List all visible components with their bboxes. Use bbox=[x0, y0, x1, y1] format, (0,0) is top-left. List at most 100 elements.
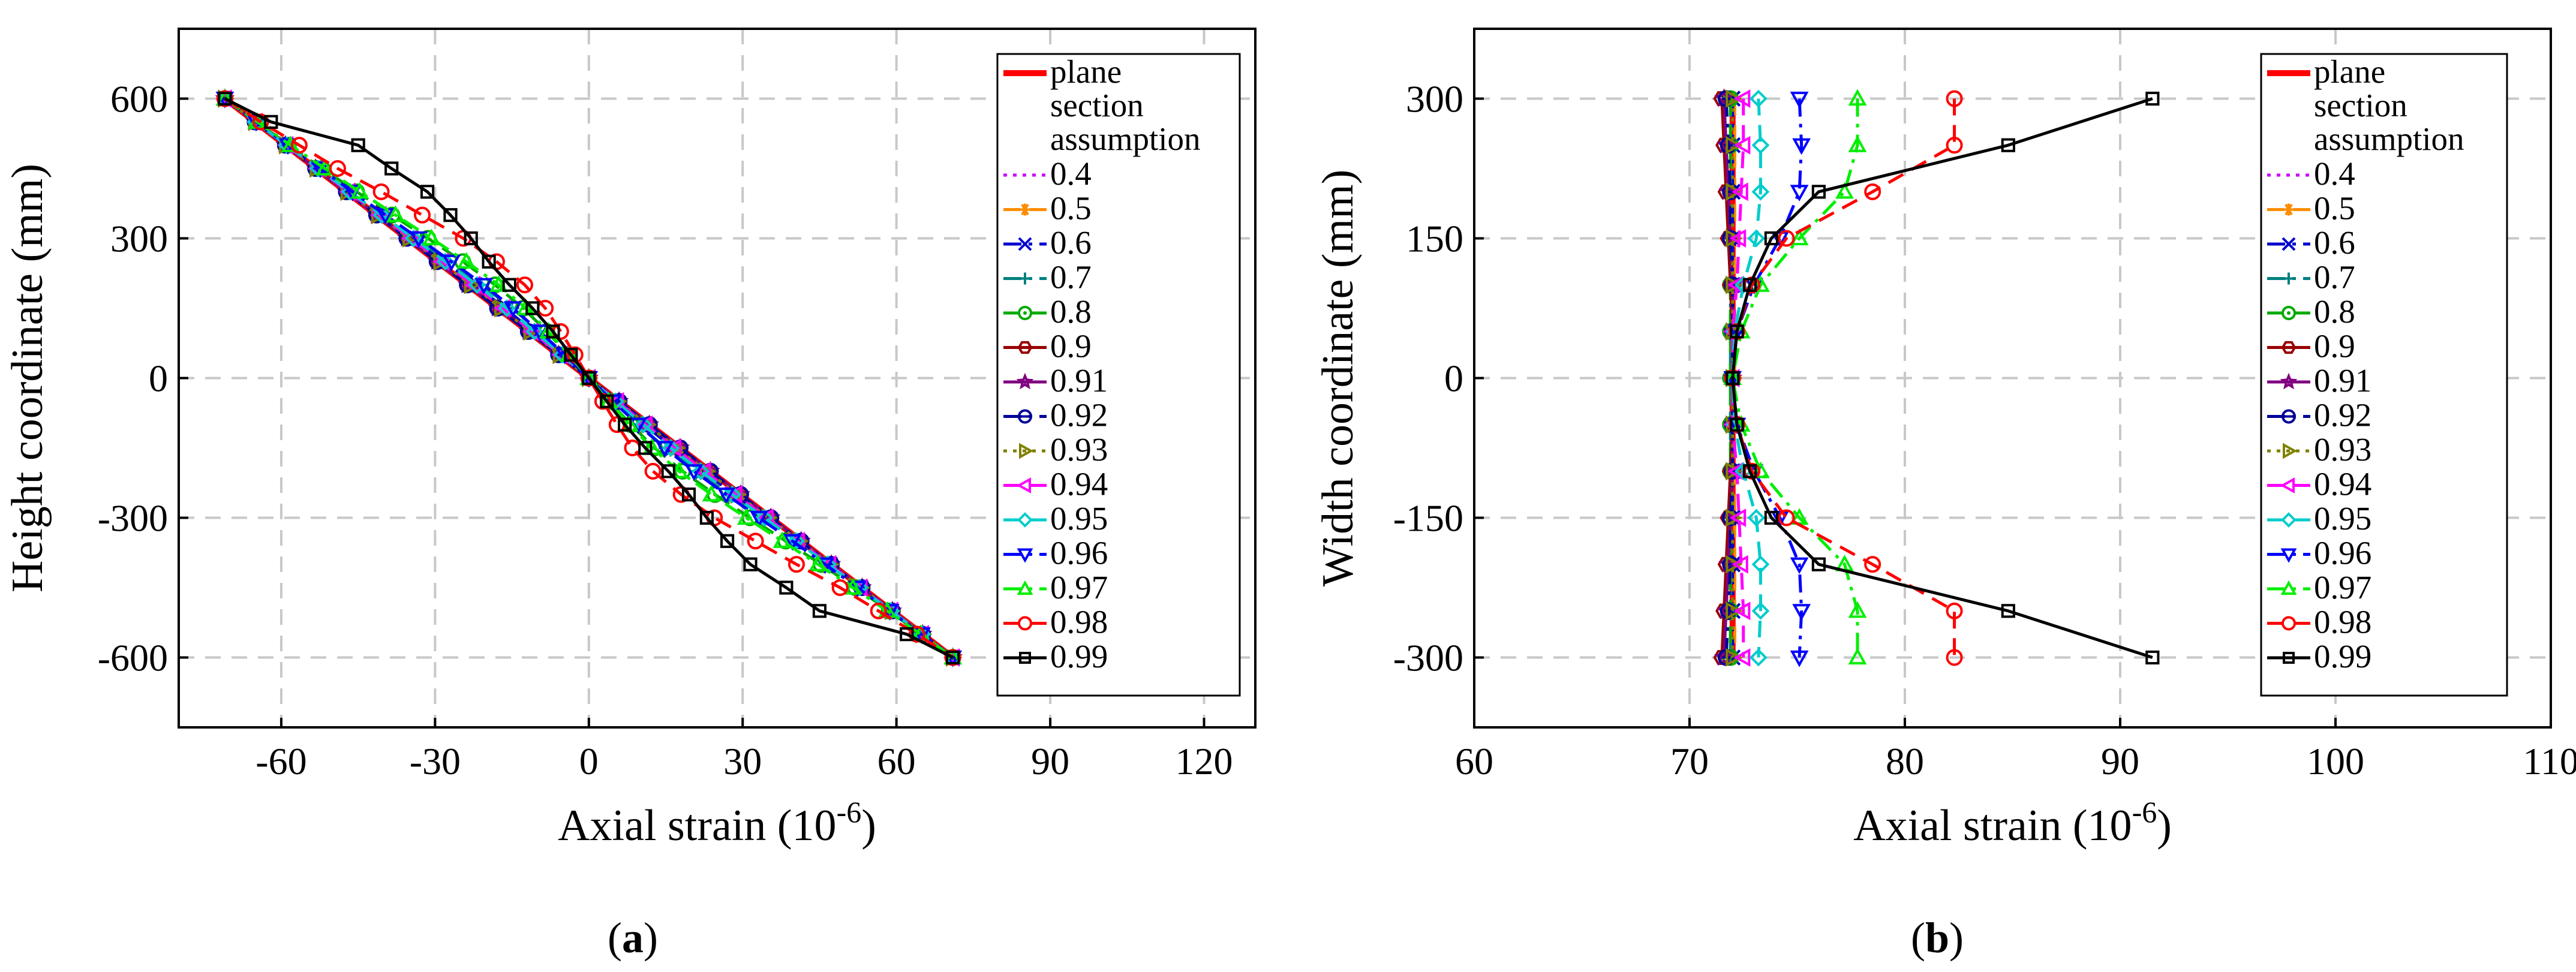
p0-series-15-point-18 bbox=[699, 510, 714, 525]
p0-series-14-point-8 bbox=[516, 276, 533, 294]
p0-panel-label-open: ( bbox=[608, 914, 622, 962]
p0-legend-marker-14 bbox=[1018, 616, 1032, 631]
p0-ytick-label-4: -600 bbox=[98, 637, 168, 679]
p1-series-9-point-2 bbox=[1726, 182, 1742, 201]
p1-series-10-point-1 bbox=[1733, 136, 1751, 155]
p0-legend-label-0-1: section bbox=[1050, 87, 1144, 124]
p0-series-14-point-22 bbox=[870, 602, 887, 619]
p1-series-line-14 bbox=[1731, 98, 1956, 658]
p0-series-15-point-22 bbox=[812, 604, 827, 618]
p0-xtick-label-4: 60 bbox=[877, 740, 916, 783]
p0-series-13-point-8 bbox=[489, 275, 508, 292]
p1-series-11-point-2 bbox=[1751, 183, 1770, 201]
p1-legend-label-14: 0.98 bbox=[2314, 604, 2371, 640]
p1-series-12-point-0 bbox=[1790, 91, 1809, 109]
p1-series-line-11 bbox=[1731, 98, 1762, 658]
p1-legend-marker-10 bbox=[2280, 477, 2295, 493]
p1-series-9-point-8 bbox=[1726, 462, 1742, 481]
p0-series-15-point-15 bbox=[638, 441, 653, 455]
p1-series-11-point-0 bbox=[1750, 89, 1768, 108]
p0-legend-label-12: 0.96 bbox=[1050, 535, 1108, 571]
p0-legend-label-0-2: assumption bbox=[1050, 121, 1201, 157]
p0-legend-label-2: 0.5 bbox=[1050, 190, 1092, 227]
p1-xtick-label-3: 90 bbox=[2101, 740, 2139, 783]
p0-series-11-point-6 bbox=[404, 229, 423, 248]
p0-series-12-point-16 bbox=[684, 464, 704, 481]
p0-series-14-point-20 bbox=[787, 556, 805, 573]
p0-series-14-point-21 bbox=[831, 579, 849, 596]
p1-series-group bbox=[1713, 88, 2160, 667]
p0-legend-label-7: 0.91 bbox=[1050, 362, 1108, 399]
chart-panel-b: 60 70 80 90 100 110 300 150 0 -150 -300 Axial strai… bbox=[1313, 28, 2576, 962]
p1-series-15-point-12 bbox=[2145, 650, 2160, 665]
p0-series-15-point-9 bbox=[525, 301, 540, 315]
p0-legend-label-10: 0.94 bbox=[1050, 466, 1108, 502]
p1-series-10-point-0 bbox=[1733, 89, 1751, 108]
p1-xtick-label-4: 100 bbox=[2307, 740, 2364, 783]
p1-series-13-point-2 bbox=[1835, 182, 1854, 199]
p0-series-12-point-8 bbox=[474, 278, 493, 295]
p0-series-13-point-3 bbox=[315, 158, 335, 176]
p1-series-9-point-10 bbox=[1726, 555, 1742, 574]
p0-series-15-point-16 bbox=[661, 464, 675, 479]
p0-series-15-point-23 bbox=[900, 627, 914, 642]
p1-x-axis-label-close: ) bbox=[2157, 801, 2172, 850]
p0-series-line-15 bbox=[224, 97, 954, 659]
p1-series-14-point-12 bbox=[1946, 649, 1963, 666]
p0-series-13-point-6 bbox=[422, 228, 441, 246]
p1-panel-label-letter: b bbox=[1925, 914, 1949, 962]
p1-series-12-point-1 bbox=[1792, 138, 1811, 155]
p1-ytick-label-0: 300 bbox=[1406, 78, 1463, 121]
p0-series-15-point-14 bbox=[618, 417, 632, 432]
p1-series-15-point-1 bbox=[2001, 138, 2015, 152]
p1-series-14-point-11 bbox=[1946, 602, 1963, 619]
p0-xtick-label-3: 30 bbox=[723, 740, 762, 783]
p0-series-11-point-14 bbox=[634, 416, 653, 434]
p0-legend-label-1: 0.4 bbox=[1050, 155, 1092, 192]
p0-series-13-point-21 bbox=[843, 577, 862, 595]
p0-legend-label-4: 0.7 bbox=[1050, 259, 1092, 296]
p1-panel-label: (b) bbox=[1911, 914, 1964, 962]
p1-series-15-point-11 bbox=[2001, 604, 2015, 618]
p1-legend-marker-11 bbox=[2281, 512, 2297, 528]
p1-series-15-point-5 bbox=[1730, 324, 1744, 339]
p1-legend-marker-6 bbox=[2281, 341, 2297, 354]
p0-series-15-point-20 bbox=[743, 557, 758, 571]
p0-legend-label-11: 0.95 bbox=[1050, 500, 1108, 537]
p1-legend-marker-2 bbox=[2283, 203, 2295, 216]
p1-series-9-point-9 bbox=[1726, 508, 1742, 527]
p1-legend-label-0-2: assumption bbox=[2314, 121, 2464, 157]
p0-series-13-point-16 bbox=[669, 461, 689, 479]
p0-series-line-13 bbox=[224, 97, 954, 659]
p1-series-9-point-4 bbox=[1726, 275, 1742, 294]
p1-series-15-point-3 bbox=[1764, 231, 1779, 246]
p1-series-12-point-11 bbox=[1792, 604, 1811, 621]
p1-series-9-point-1 bbox=[1726, 136, 1742, 155]
p1-legend-label-2: 0.5 bbox=[2314, 190, 2355, 227]
p1-series-13-point-11 bbox=[1848, 601, 1867, 618]
p1-xtick-label-0: 60 bbox=[1455, 740, 1493, 783]
p0-x-axis-label-main: Axial strain (10 bbox=[558, 801, 836, 850]
p1-series-11-point-12 bbox=[1750, 648, 1768, 667]
p1-panel-label-open: ( bbox=[1911, 914, 1925, 962]
p0-series-11-point-7 bbox=[436, 252, 455, 271]
p1-series-14-point-3 bbox=[1778, 230, 1795, 247]
p1-legend-label-13: 0.97 bbox=[2314, 569, 2371, 606]
p0-series-12-point-9 bbox=[503, 301, 522, 318]
p0-legend-marker-15 bbox=[1019, 652, 1031, 664]
p0-series-13-point-20 bbox=[808, 555, 828, 571]
p0-legend-label-13: 0.97 bbox=[1050, 569, 1108, 606]
p1-series-14-point-10 bbox=[1864, 556, 1881, 573]
p1-series-13-point-0 bbox=[1848, 89, 1867, 106]
p0-series-15-point-12 bbox=[582, 371, 596, 386]
p1-series-11-point-11 bbox=[1751, 602, 1770, 620]
p1-legend-marker-13 bbox=[2280, 580, 2297, 595]
p1-legend-marker-5 bbox=[2282, 306, 2296, 320]
p0-legend-marker-9 bbox=[1019, 443, 1034, 459]
p0-series-15-point-5 bbox=[443, 208, 458, 222]
p0-series-15-point-0 bbox=[218, 91, 232, 106]
p1-x-axis-label-sup: -6 bbox=[2132, 795, 2157, 829]
p0-series-15-point-11 bbox=[564, 348, 578, 362]
